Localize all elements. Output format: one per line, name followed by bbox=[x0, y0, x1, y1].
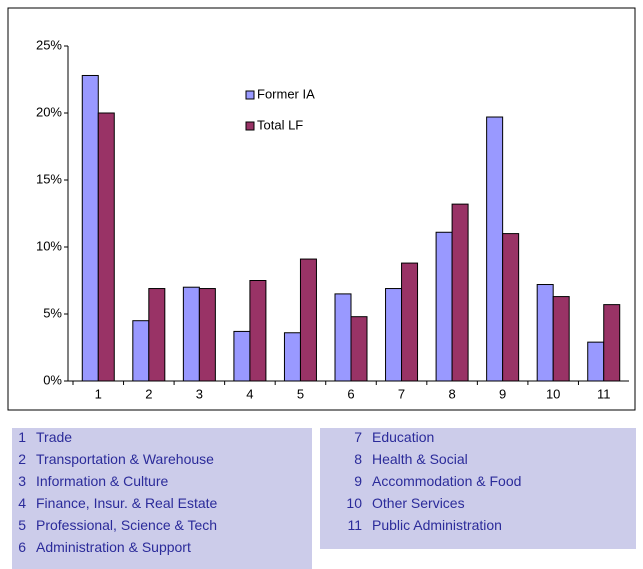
legend-swatch bbox=[245, 90, 255, 100]
x-tick-label: 8 bbox=[448, 386, 455, 401]
key-number: 9 bbox=[354, 473, 362, 489]
key-item: 7 Education bbox=[340, 429, 434, 445]
bar bbox=[198, 288, 216, 382]
key-name: Transportation & Warehouse bbox=[36, 451, 214, 467]
bar bbox=[132, 320, 150, 382]
x-tick-label: 10 bbox=[546, 386, 560, 401]
y-tick-label: 5% bbox=[43, 305, 62, 320]
key-item: 1 Trade bbox=[4, 429, 72, 445]
key-name: Professional, Science & Tech bbox=[36, 517, 218, 533]
bar bbox=[502, 233, 520, 382]
key-name: Accommodation & Food bbox=[372, 473, 522, 489]
y-tick-label: 10% bbox=[36, 238, 62, 253]
key-item: 3 Information & Culture bbox=[4, 473, 168, 489]
x-tick-label: 11 bbox=[597, 386, 611, 401]
x-tick-label: 6 bbox=[347, 386, 354, 401]
x-tick-label: 2 bbox=[145, 386, 152, 401]
key-panel bbox=[12, 428, 312, 569]
key-number: 5 bbox=[18, 517, 26, 533]
bar bbox=[350, 316, 368, 382]
key-name: Public Administration bbox=[372, 517, 502, 533]
bar bbox=[182, 286, 200, 382]
bar bbox=[401, 262, 419, 382]
key-name: Information & Culture bbox=[36, 473, 169, 489]
key-item: 9 Accommodation & Food bbox=[340, 473, 521, 489]
key-number: 4 bbox=[18, 495, 26, 511]
bar bbox=[603, 304, 621, 382]
bar bbox=[552, 296, 570, 382]
bar bbox=[385, 288, 403, 382]
bar bbox=[334, 293, 352, 382]
key-name: Finance, Insur. & Real Estate bbox=[36, 495, 218, 511]
bar bbox=[451, 203, 469, 382]
key-number: 1 bbox=[18, 429, 26, 445]
legend-label: Former IA bbox=[257, 86, 315, 101]
y-tick-label: 20% bbox=[36, 104, 62, 119]
key-number: 7 bbox=[354, 429, 362, 445]
x-tick-label: 1 bbox=[95, 386, 102, 401]
bar bbox=[587, 341, 605, 382]
bar bbox=[233, 330, 251, 382]
key-name: Trade bbox=[36, 429, 73, 445]
key-panel bbox=[320, 428, 636, 549]
legend-swatch bbox=[245, 121, 255, 131]
key-number: 11 bbox=[347, 517, 362, 533]
bar bbox=[283, 332, 301, 382]
key-item: 10 Other Services bbox=[340, 495, 465, 511]
key-item: 11 Public Administration bbox=[340, 517, 502, 533]
key-name: Health & Social bbox=[372, 451, 468, 467]
y-tick-label: 0% bbox=[43, 372, 62, 387]
key-item: 8 Health & Social bbox=[340, 451, 468, 467]
key-item: 2 Transportation & Warehouse bbox=[4, 451, 214, 467]
key-number: 3 bbox=[18, 473, 26, 489]
x-tick-label: 7 bbox=[398, 386, 405, 401]
x-tick-label: 3 bbox=[196, 386, 203, 401]
bar bbox=[486, 116, 504, 382]
x-tick-label: 9 bbox=[499, 386, 506, 401]
legend-label: Total LF bbox=[257, 117, 303, 132]
bar bbox=[299, 258, 317, 382]
key-name: Education bbox=[372, 429, 435, 445]
key-item: 4 Finance, Insur. & Real Estate bbox=[4, 495, 217, 511]
x-tick-label: 4 bbox=[246, 386, 253, 401]
bar bbox=[536, 284, 554, 382]
key-name: Administration & Support bbox=[36, 539, 191, 555]
key-item: 6 Administration & Support bbox=[4, 539, 191, 555]
bar bbox=[148, 288, 166, 382]
y-tick-label: 15% bbox=[36, 171, 62, 186]
key-number: 8 bbox=[354, 451, 362, 467]
bar bbox=[97, 112, 115, 382]
key-item: 5 Professional, Science & Tech bbox=[4, 517, 217, 533]
key-number: 6 bbox=[18, 539, 26, 555]
key-name: Other Services bbox=[372, 495, 465, 511]
y-tick-label: 25% bbox=[36, 37, 62, 52]
bar bbox=[435, 231, 453, 382]
bar bbox=[249, 280, 267, 382]
x-tick-label: 5 bbox=[297, 386, 304, 401]
chart: 0% 5% 10% 15% 20% 25% 1 2 3 4 5 6 7 8 9 10 11 Former IA To… bbox=[7, 7, 636, 411]
key-number: 10 bbox=[346, 495, 362, 511]
key-number: 2 bbox=[18, 451, 26, 467]
bar bbox=[81, 74, 99, 382]
